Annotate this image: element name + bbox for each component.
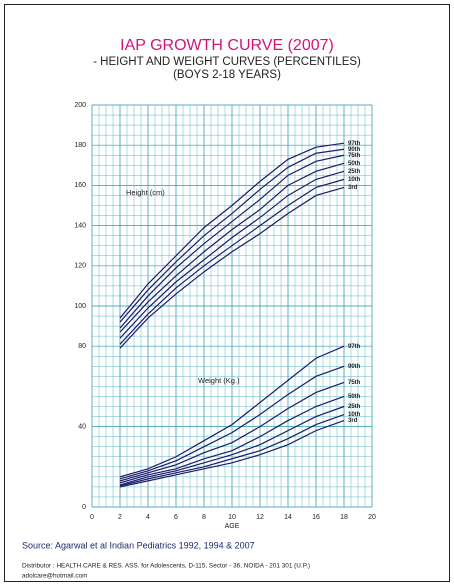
y-tick-label: 80 xyxy=(78,343,86,350)
line-series xyxy=(119,365,345,480)
x-tick-label: 10 xyxy=(228,514,236,521)
frame xyxy=(4,4,450,582)
x-tick-label: 0 xyxy=(90,514,94,521)
line-series xyxy=(119,142,345,319)
chart-subtitle: (BOYS 2-18 YEARS) xyxy=(173,69,281,81)
series-label: 3rd xyxy=(348,418,358,424)
line-series xyxy=(119,413,345,487)
line-series xyxy=(119,154,345,329)
x-tick-label: 16 xyxy=(312,514,320,521)
series-label: 50th xyxy=(348,161,361,167)
line-series xyxy=(119,405,345,486)
chart-title: IAP GROWTH CURVE (2007) xyxy=(120,37,334,54)
series-label: 75th xyxy=(348,380,361,386)
x-tick-label: 8 xyxy=(202,514,206,521)
y-tick-label: 120 xyxy=(74,263,86,270)
line-series xyxy=(119,395,345,484)
series-label: 25th xyxy=(348,169,361,175)
x-axis-label: AGE xyxy=(225,523,240,530)
y-tick-label: 0 xyxy=(82,504,86,511)
series-label: 90th xyxy=(348,147,361,153)
line-series xyxy=(119,170,345,339)
line-series xyxy=(119,381,345,482)
x-tick-label: 18 xyxy=(340,514,348,521)
y-tick-label: 160 xyxy=(74,182,86,189)
chart-subtitle: - HEIGHT AND WEIGHT CURVES (PERCENTILES) xyxy=(93,56,361,68)
annotation: Height (cm) xyxy=(126,188,165,197)
source-note: Source: Agarwal et al Indian Pediatrics … xyxy=(22,540,255,550)
line-series xyxy=(119,162,345,333)
y-tick-label: 140 xyxy=(74,222,86,229)
y-tick-label: 100 xyxy=(74,303,86,310)
y-tick-label: 180 xyxy=(74,142,86,149)
x-tick-label: 20 xyxy=(368,514,376,521)
line-series xyxy=(119,148,345,323)
series-label: 75th xyxy=(348,153,361,159)
series-label: 3rd xyxy=(348,185,358,191)
y-tick-label: 200 xyxy=(74,102,86,109)
series-label: 90th xyxy=(348,364,361,370)
line-series xyxy=(119,178,345,345)
annotation: Weight (Kg.) xyxy=(198,376,240,385)
line-series xyxy=(119,345,345,478)
series-label: 50th xyxy=(348,394,361,400)
x-tick-label: 14 xyxy=(284,514,292,521)
series-label: 97th xyxy=(348,344,361,350)
distributor-note: Distributor : HEALTH CARE & RES. ASS. fo… xyxy=(22,563,310,570)
x-tick-label: 12 xyxy=(256,514,264,521)
email: adolcare@hotmail.com xyxy=(22,573,87,580)
series-label: 97th xyxy=(348,141,361,147)
line-series xyxy=(119,420,345,488)
x-tick-label: 6 xyxy=(174,514,178,521)
line-series xyxy=(119,186,345,349)
x-tick-label: 4 xyxy=(146,514,150,521)
x-tick-label: 2 xyxy=(118,514,122,521)
series-label: 10th xyxy=(348,412,361,418)
series-label: 10th xyxy=(348,177,361,183)
y-tick-label: 40 xyxy=(78,423,86,430)
series-label: 25th xyxy=(348,404,361,410)
